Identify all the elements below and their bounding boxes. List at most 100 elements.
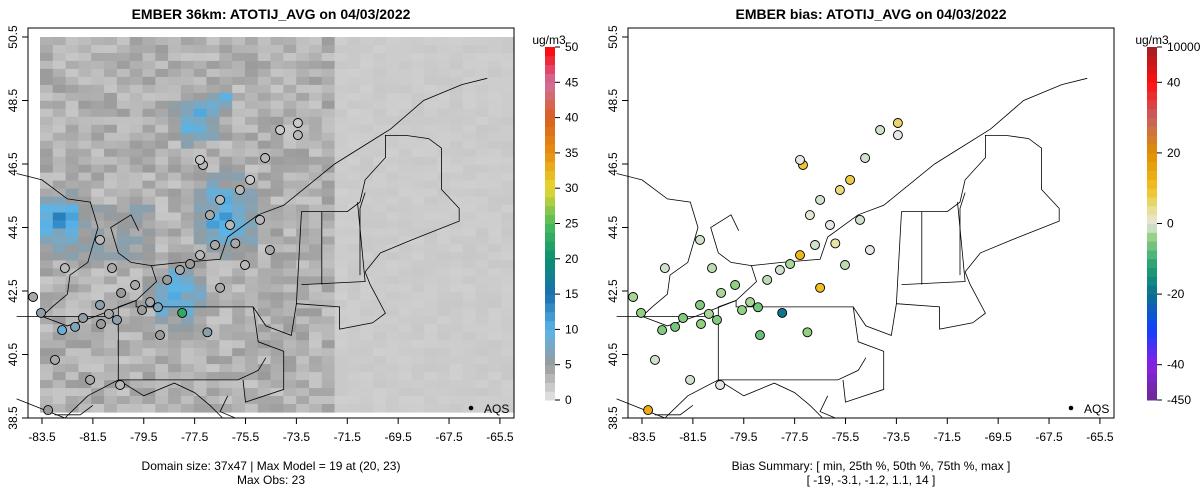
model-grid-cell <box>206 388 220 397</box>
model-grid-cell <box>334 276 348 285</box>
model-grid-cell <box>65 53 79 62</box>
model-grid-cell <box>385 84 400 94</box>
model-grid-cell <box>116 388 131 397</box>
model-grid-cell <box>104 348 118 357</box>
model-grid-cell <box>168 204 182 214</box>
model-grid-cell <box>91 284 105 293</box>
site-point <box>137 305 147 316</box>
model-grid-cell <box>385 276 400 285</box>
model-grid-cell <box>193 340 208 349</box>
model-grid-cell <box>475 84 489 94</box>
model-grid-cell <box>411 236 425 246</box>
model-grid-cell <box>424 84 438 94</box>
model-grid-cell <box>168 364 182 373</box>
model-grid-cell <box>129 220 144 230</box>
site-point <box>659 263 670 274</box>
model-grid-cell <box>309 260 323 269</box>
model-grid-cell <box>78 68 92 78</box>
model-grid-cell <box>78 372 92 381</box>
model-grid-cell <box>321 132 336 142</box>
model-grid-cell <box>245 348 259 357</box>
model-grid-cell <box>373 348 387 357</box>
model-grid-cell <box>257 180 272 190</box>
model-grid-cell <box>283 316 297 325</box>
model-grid-cell <box>142 148 156 158</box>
model-grid-cell <box>347 108 361 118</box>
model-grid-cell <box>373 284 387 293</box>
model-grid-cell <box>104 204 118 214</box>
model-grid-cell <box>270 332 284 341</box>
model-grid-cell <box>462 204 477 214</box>
model-grid-cell <box>52 260 67 269</box>
model-grid-cell <box>142 332 156 341</box>
model-grid-cell <box>334 68 348 78</box>
model-grid-cell <box>321 172 336 182</box>
model-grid-cell <box>206 108 220 118</box>
model-grid-cell <box>142 396 156 405</box>
model-grid-cell <box>334 220 348 230</box>
model-grid-cell <box>206 228 220 238</box>
model-grid-cell <box>347 260 361 269</box>
model-grid-cell <box>462 332 477 341</box>
model-grid-cell <box>193 84 208 94</box>
model-grid-cell <box>129 60 144 70</box>
obs-colorbar-segment <box>545 382 555 392</box>
model-grid-cell <box>449 356 464 365</box>
model-grid-cell <box>257 204 272 214</box>
site-point <box>657 325 668 336</box>
model-grid-cell <box>155 37 169 46</box>
model-grid-cell <box>411 332 425 341</box>
model-grid-cell <box>360 37 374 46</box>
model-grid-cell <box>206 132 220 142</box>
model-grid-cell <box>475 300 489 309</box>
model-grid-cell <box>129 356 144 365</box>
model-grid-cell <box>193 108 208 118</box>
model-grid-cell <box>65 292 79 301</box>
model-grid-cell <box>488 324 502 333</box>
model-grid-cell <box>142 108 156 118</box>
model-grid-cell <box>424 180 438 190</box>
model-grid-cell <box>206 68 220 78</box>
model-grid-cell <box>257 316 272 325</box>
model-grid-cell <box>373 45 387 54</box>
model-grid-cell <box>283 100 297 110</box>
model-grid-cell <box>501 324 515 333</box>
model-grid-cell <box>270 324 284 333</box>
model-grid-cell <box>334 404 348 413</box>
model-grid-cell <box>142 45 156 54</box>
model-grid-cell <box>424 68 438 78</box>
model-grid-cell <box>488 156 502 166</box>
obs-colorbar-segment <box>545 285 555 295</box>
model-grid-cell <box>65 404 79 413</box>
model-grid-cell <box>245 324 259 333</box>
obs-colorbar-segment <box>545 302 555 313</box>
model-grid-cell <box>385 252 400 261</box>
model-grid-cell <box>296 308 310 317</box>
model-grid-cell <box>219 140 233 150</box>
model-grid-cell <box>385 316 400 325</box>
model-grid-cell <box>398 60 413 70</box>
model-grid-cell <box>424 292 438 301</box>
model-grid-cell <box>347 340 361 349</box>
model-grid-cell <box>283 324 297 333</box>
model-grid-cell <box>501 92 515 102</box>
model-grid-cell <box>232 228 246 238</box>
model-grid-cell <box>129 45 144 54</box>
model-grid-cell <box>180 132 195 142</box>
model-grid-cell <box>245 228 259 238</box>
model-grid-cell <box>373 188 387 198</box>
model-grid-cell <box>309 252 323 261</box>
model-grid-cell <box>65 276 79 285</box>
site-point <box>650 354 660 365</box>
model-grid-cell <box>360 132 374 142</box>
model-grid-cell <box>347 324 361 333</box>
model-grid-cell <box>449 37 464 46</box>
model-grid-cell <box>91 60 105 70</box>
model-grid-cell <box>180 404 195 413</box>
model-grid-cell <box>116 148 131 158</box>
model-grid-cell <box>488 372 502 381</box>
site-point <box>107 263 117 274</box>
model-grid-cell <box>257 348 272 357</box>
obs-colorbar-segment <box>545 329 555 339</box>
model-grid-cell <box>257 324 272 333</box>
